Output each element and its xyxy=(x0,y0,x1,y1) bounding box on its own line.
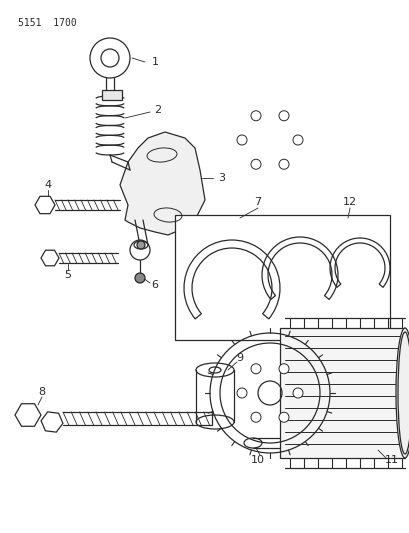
Text: 4: 4 xyxy=(44,180,52,190)
Text: 1: 1 xyxy=(151,57,158,67)
Ellipse shape xyxy=(395,328,409,458)
Bar xyxy=(175,215,389,340)
Circle shape xyxy=(137,241,145,249)
Circle shape xyxy=(278,364,288,374)
Bar xyxy=(279,328,404,458)
Circle shape xyxy=(292,388,302,398)
Bar xyxy=(102,90,122,100)
Circle shape xyxy=(250,364,261,374)
Text: 6: 6 xyxy=(151,280,158,290)
Text: 7: 7 xyxy=(254,197,261,207)
Text: 8: 8 xyxy=(38,387,45,397)
Polygon shape xyxy=(120,132,204,235)
Text: 3: 3 xyxy=(218,173,225,183)
Text: 5: 5 xyxy=(64,270,71,280)
Text: 10: 10 xyxy=(250,455,264,465)
Circle shape xyxy=(250,412,261,422)
Text: 9: 9 xyxy=(236,353,243,363)
Text: 2: 2 xyxy=(154,105,161,115)
Text: 12: 12 xyxy=(342,197,356,207)
Text: 11: 11 xyxy=(384,455,398,465)
Circle shape xyxy=(236,388,246,398)
Text: 5151  1700: 5151 1700 xyxy=(18,18,76,28)
Circle shape xyxy=(135,273,145,283)
Circle shape xyxy=(278,412,288,422)
